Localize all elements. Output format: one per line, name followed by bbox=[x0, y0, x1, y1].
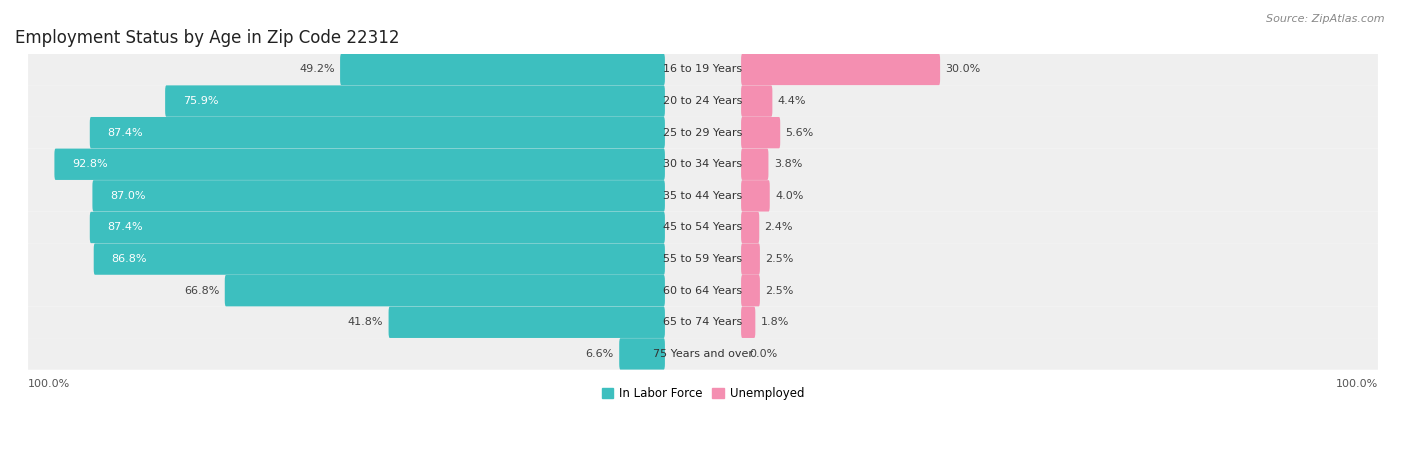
FancyBboxPatch shape bbox=[28, 85, 1378, 117]
Text: 0.0%: 0.0% bbox=[749, 349, 778, 359]
Text: 30.0%: 30.0% bbox=[945, 64, 981, 74]
Text: 75 Years and over: 75 Years and over bbox=[652, 349, 754, 359]
Text: 6.6%: 6.6% bbox=[586, 349, 614, 359]
Text: 2.4%: 2.4% bbox=[765, 222, 793, 232]
Text: 2.5%: 2.5% bbox=[765, 285, 793, 296]
FancyBboxPatch shape bbox=[90, 212, 665, 243]
Text: 60 to 64 Years: 60 to 64 Years bbox=[664, 285, 742, 296]
FancyBboxPatch shape bbox=[94, 244, 665, 275]
Text: 55 to 59 Years: 55 to 59 Years bbox=[664, 254, 742, 264]
FancyBboxPatch shape bbox=[741, 307, 755, 338]
Text: 87.4%: 87.4% bbox=[107, 222, 143, 232]
FancyBboxPatch shape bbox=[28, 307, 1378, 338]
Text: 65 to 74 Years: 65 to 74 Years bbox=[664, 318, 742, 327]
Text: 16 to 19 Years: 16 to 19 Years bbox=[664, 64, 742, 74]
Text: 75.9%: 75.9% bbox=[183, 96, 218, 106]
FancyBboxPatch shape bbox=[741, 117, 780, 148]
FancyBboxPatch shape bbox=[28, 338, 1378, 370]
Text: 5.6%: 5.6% bbox=[786, 128, 814, 138]
Text: 35 to 44 Years: 35 to 44 Years bbox=[664, 191, 742, 201]
Text: 4.4%: 4.4% bbox=[778, 96, 806, 106]
FancyBboxPatch shape bbox=[741, 54, 941, 85]
Text: 87.4%: 87.4% bbox=[107, 128, 143, 138]
Text: 49.2%: 49.2% bbox=[299, 64, 335, 74]
Text: 20 to 24 Years: 20 to 24 Years bbox=[664, 96, 742, 106]
Text: 92.8%: 92.8% bbox=[72, 159, 108, 169]
FancyBboxPatch shape bbox=[741, 85, 772, 117]
FancyBboxPatch shape bbox=[741, 180, 769, 212]
FancyBboxPatch shape bbox=[741, 244, 759, 275]
Legend: In Labor Force, Unemployed: In Labor Force, Unemployed bbox=[598, 382, 808, 405]
Text: 41.8%: 41.8% bbox=[347, 318, 384, 327]
FancyBboxPatch shape bbox=[28, 180, 1378, 212]
Text: 1.8%: 1.8% bbox=[761, 318, 789, 327]
FancyBboxPatch shape bbox=[741, 212, 759, 243]
FancyBboxPatch shape bbox=[28, 117, 1378, 148]
Text: Source: ZipAtlas.com: Source: ZipAtlas.com bbox=[1267, 14, 1385, 23]
Text: 3.8%: 3.8% bbox=[773, 159, 803, 169]
FancyBboxPatch shape bbox=[28, 148, 1378, 180]
Text: 66.8%: 66.8% bbox=[184, 285, 219, 296]
FancyBboxPatch shape bbox=[165, 85, 665, 117]
Text: 2.5%: 2.5% bbox=[765, 254, 793, 264]
FancyBboxPatch shape bbox=[340, 54, 665, 85]
FancyBboxPatch shape bbox=[28, 212, 1378, 243]
Text: 4.0%: 4.0% bbox=[775, 191, 803, 201]
Text: 100.0%: 100.0% bbox=[1336, 379, 1378, 389]
Text: 25 to 29 Years: 25 to 29 Years bbox=[664, 128, 742, 138]
FancyBboxPatch shape bbox=[741, 148, 769, 180]
Text: 87.0%: 87.0% bbox=[110, 191, 145, 201]
FancyBboxPatch shape bbox=[90, 117, 665, 148]
FancyBboxPatch shape bbox=[93, 180, 665, 212]
FancyBboxPatch shape bbox=[619, 338, 665, 369]
FancyBboxPatch shape bbox=[225, 275, 665, 306]
Text: 45 to 54 Years: 45 to 54 Years bbox=[664, 222, 742, 232]
FancyBboxPatch shape bbox=[388, 307, 665, 338]
Text: 86.8%: 86.8% bbox=[111, 254, 146, 264]
FancyBboxPatch shape bbox=[741, 275, 759, 306]
Text: 30 to 34 Years: 30 to 34 Years bbox=[664, 159, 742, 169]
FancyBboxPatch shape bbox=[28, 54, 1378, 85]
FancyBboxPatch shape bbox=[28, 243, 1378, 275]
FancyBboxPatch shape bbox=[55, 148, 665, 180]
Text: 100.0%: 100.0% bbox=[28, 379, 70, 389]
FancyBboxPatch shape bbox=[28, 275, 1378, 307]
Text: Employment Status by Age in Zip Code 22312: Employment Status by Age in Zip Code 223… bbox=[15, 28, 399, 46]
